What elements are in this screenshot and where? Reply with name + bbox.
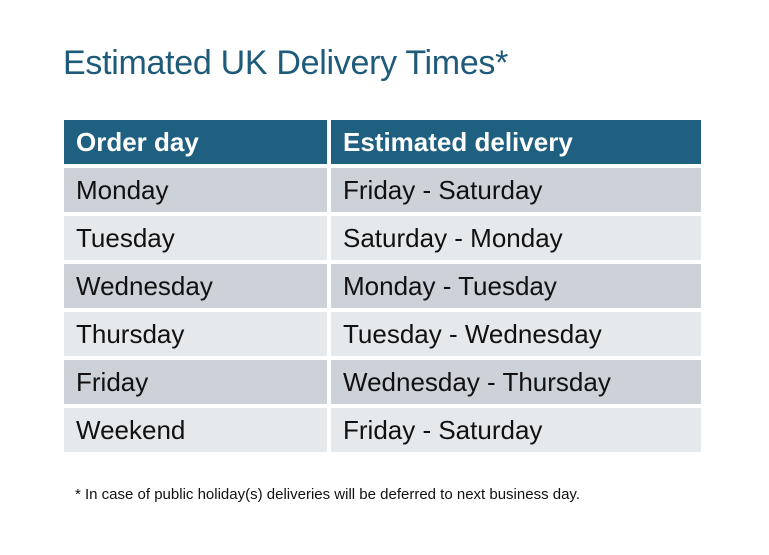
order-day-cell: Tuesday <box>64 216 327 260</box>
delivery-cell: Saturday - Monday <box>331 216 701 260</box>
order-day-cell: Thursday <box>64 312 327 356</box>
page-title: Estimated UK Delivery Times* <box>63 44 509 82</box>
delivery-cell: Friday - Saturday <box>331 408 701 452</box>
footnote: * In case of public holiday(s) deliverie… <box>75 486 580 503</box>
delivery-cell: Wednesday - Thursday <box>331 360 701 404</box>
header-estimated-delivery: Estimated delivery <box>331 120 701 164</box>
order-day-cell: Weekend <box>64 408 327 452</box>
delivery-table: Order day Estimated delivery Monday Frida… <box>60 116 705 456</box>
table-row: Thursday Tuesday - Wednesday <box>64 312 701 356</box>
header-order-day: Order day <box>64 120 327 164</box>
table-row: Tuesday Saturday - Monday <box>64 216 701 260</box>
table-row: Monday Friday - Saturday <box>64 168 701 212</box>
order-day-cell: Friday <box>64 360 327 404</box>
delivery-cell: Friday - Saturday <box>331 168 701 212</box>
table-row: Friday Wednesday - Thursday <box>64 360 701 404</box>
delivery-cell: Monday - Tuesday <box>331 264 701 308</box>
delivery-cell: Tuesday - Wednesday <box>331 312 701 356</box>
table-header-row: Order day Estimated delivery <box>64 120 701 164</box>
order-day-cell: Wednesday <box>64 264 327 308</box>
order-day-cell: Monday <box>64 168 327 212</box>
table-row: Weekend Friday - Saturday <box>64 408 701 452</box>
table-row: Wednesday Monday - Tuesday <box>64 264 701 308</box>
